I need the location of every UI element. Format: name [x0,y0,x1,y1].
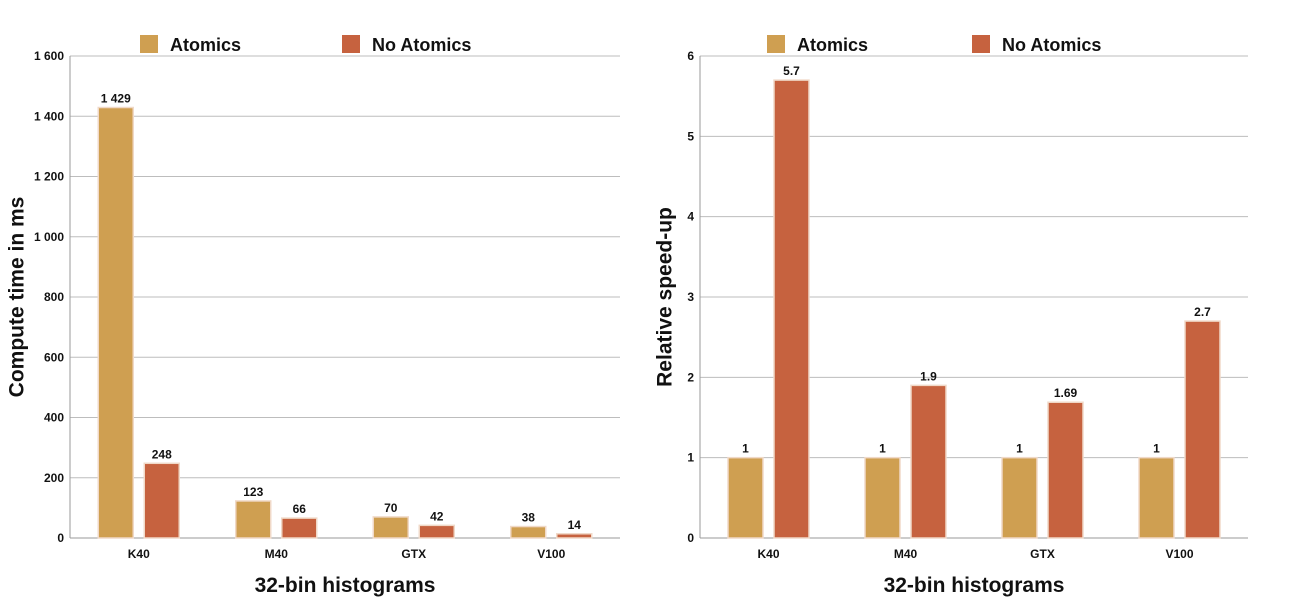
y-tick-label: 1 000 [34,230,64,244]
data-label: 1 429 [101,92,131,106]
data-label: 248 [152,447,172,461]
bar-atomics-gtx [1001,456,1038,539]
bar-no-atomics-gtx [418,524,455,539]
bar-no-atomics-v100 [1184,320,1221,539]
x-tick-label: M40 [894,547,918,561]
y-tick-label: 0 [687,531,694,545]
y-tick-label: 5 [687,129,694,143]
bar-atomics-k40 [97,106,134,539]
y-tick-label: 1 200 [34,170,64,184]
bar-atomics-gtx [372,516,409,539]
x-tick-label: M40 [265,547,289,561]
data-label: 1 [742,442,749,456]
legend-swatch-no-atomics [342,35,360,53]
bar-atomics-m40 [864,456,901,539]
y-tick-label: 3 [687,290,694,304]
y-tick-label: 2 [687,370,694,384]
compute-time-chart: 0 200 400 600 800 1 000 1 200 1 400 1 600 1 429 24… [6,35,620,597]
legend-label-no-atomics: No Atomics [1002,35,1101,55]
y-tick-label: 200 [44,471,64,485]
y-tick-label: 4 [687,210,694,224]
legend-swatch-no-atomics [972,35,990,53]
x-tick-label: GTX [401,547,426,561]
data-label: 1 [879,442,886,456]
x-axis-title: 32-bin histograms [255,574,436,597]
x-tick-label: K40 [128,547,150,561]
x-tick-label: GTX [1030,547,1055,561]
data-label: 66 [293,502,307,516]
bar-no-atomics-k40 [773,79,810,539]
bar-no-atomics-v100 [556,533,593,539]
bar-atomics-k40 [727,456,764,539]
legend-swatch-atomics [767,35,785,53]
y-tick-label: 800 [44,290,64,304]
y-tick-label: 6 [687,49,694,63]
data-label: 5.7 [783,64,800,78]
legend-label-no-atomics: No Atomics [372,35,471,55]
legend-label-atomics: Atomics [170,35,241,55]
legend-label-atomics: Atomics [797,35,868,55]
data-label: 42 [430,509,444,523]
data-label: 70 [384,501,398,515]
x-tick-label: K40 [757,547,779,561]
data-label: 1.69 [1054,386,1078,400]
bar-no-atomics-m40 [910,384,947,539]
data-label: 1 [1016,442,1023,456]
bar-atomics-m40 [235,500,272,539]
data-label: 123 [243,485,263,499]
data-label: 1 [1153,442,1160,456]
y-tick-label: 1 400 [34,109,64,123]
y-tick-label: 400 [44,411,64,425]
y-axis-title: Compute time in ms [6,197,29,398]
data-label: 1.9 [920,369,937,383]
y-tick-label: 1 [687,451,694,465]
speedup-chart: 0 1 2 3 4 5 6 1 5.7 K40 1 1.9 M40 1 1.69 GTX 1 2.7 V100 Ato… [654,35,1248,597]
x-tick-label: V100 [1165,547,1193,561]
bar-no-atomics-m40 [281,517,318,539]
legend-swatch-atomics [140,35,158,53]
data-label: 2.7 [1194,305,1211,319]
y-tick-label: 1 600 [34,49,64,63]
y-tick-label: 600 [44,350,64,364]
bar-no-atomics-gtx [1047,401,1084,539]
x-tick-label: V100 [537,547,565,561]
data-label: 14 [568,518,582,532]
y-tick-label: 0 [57,531,64,545]
data-label: 38 [522,511,536,525]
bar-atomics-v100 [1138,456,1175,539]
y-axis-title: Relative speed-up [654,207,677,387]
bar-no-atomics-k40 [143,462,180,539]
x-axis-title: 32-bin histograms [884,574,1065,597]
bar-atomics-v100 [510,525,547,539]
